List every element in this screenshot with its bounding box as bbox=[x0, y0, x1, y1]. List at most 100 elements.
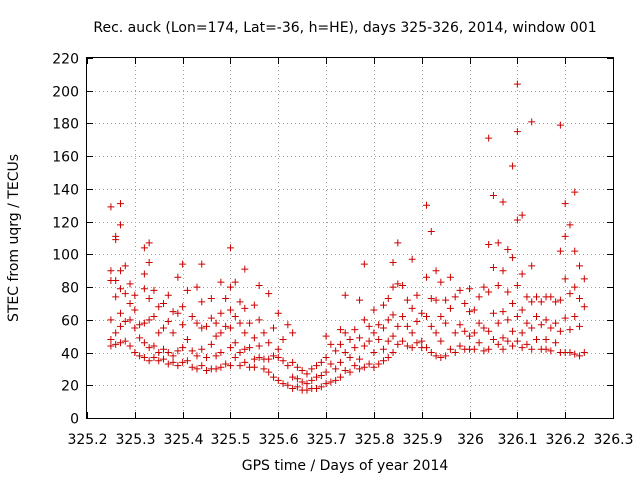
data-point bbox=[351, 362, 359, 370]
data-point bbox=[140, 285, 148, 293]
data-point bbox=[432, 267, 440, 275]
data-point bbox=[269, 373, 277, 381]
data-point bbox=[140, 339, 148, 347]
data-point bbox=[580, 303, 588, 311]
data-point bbox=[322, 380, 330, 388]
x-tick-label: 325.3 bbox=[115, 432, 155, 448]
data-point bbox=[313, 362, 321, 370]
data-point bbox=[212, 352, 220, 360]
data-point bbox=[155, 303, 163, 311]
data-point bbox=[169, 308, 177, 316]
data-point bbox=[437, 337, 445, 345]
data-point bbox=[212, 332, 220, 340]
data-point bbox=[241, 329, 249, 337]
data-point bbox=[365, 360, 373, 368]
data-point bbox=[485, 241, 493, 249]
data-point bbox=[509, 342, 517, 350]
data-point bbox=[169, 329, 177, 337]
data-point bbox=[494, 319, 502, 327]
data-point bbox=[327, 360, 335, 368]
data-point bbox=[576, 295, 584, 303]
data-point bbox=[183, 335, 191, 343]
data-point bbox=[136, 352, 144, 360]
data-point bbox=[298, 367, 306, 375]
data-point bbox=[341, 367, 349, 375]
data-point bbox=[155, 329, 163, 337]
y-tick-label: 140 bbox=[52, 183, 79, 199]
data-point bbox=[556, 121, 564, 129]
data-point bbox=[174, 362, 182, 370]
data-point bbox=[284, 321, 292, 329]
data-point bbox=[107, 267, 115, 275]
data-point bbox=[155, 349, 163, 357]
data-point bbox=[480, 347, 488, 355]
data-point bbox=[107, 335, 115, 343]
data-point bbox=[485, 288, 493, 296]
data-point bbox=[145, 344, 153, 352]
data-point bbox=[451, 349, 459, 357]
data-point bbox=[379, 345, 387, 353]
data-point bbox=[126, 280, 134, 288]
data-point bbox=[298, 378, 306, 386]
data-point bbox=[513, 281, 521, 289]
data-point bbox=[236, 362, 244, 370]
data-point bbox=[160, 345, 168, 353]
data-point bbox=[179, 260, 187, 268]
data-point bbox=[217, 329, 225, 337]
x-tick-label: 326.3 bbox=[593, 432, 633, 448]
data-point bbox=[384, 316, 392, 324]
data-point bbox=[145, 316, 153, 324]
data-point bbox=[332, 376, 340, 384]
data-point bbox=[485, 345, 493, 353]
data-point bbox=[274, 345, 282, 353]
data-point bbox=[442, 352, 450, 360]
data-point bbox=[528, 324, 536, 332]
data-point bbox=[241, 345, 249, 353]
data-point bbox=[203, 322, 211, 330]
data-point bbox=[193, 283, 201, 291]
data-point bbox=[145, 259, 153, 267]
data-point bbox=[513, 80, 521, 88]
data-point bbox=[509, 254, 517, 262]
data-point bbox=[456, 321, 464, 329]
data-point bbox=[269, 324, 277, 332]
data-point bbox=[523, 319, 531, 327]
data-point bbox=[303, 380, 311, 388]
data-point bbox=[322, 332, 330, 340]
data-point bbox=[198, 324, 206, 332]
data-point bbox=[150, 313, 158, 321]
data-point bbox=[346, 335, 354, 343]
data-point bbox=[375, 321, 383, 329]
data-point bbox=[255, 281, 263, 289]
data-point bbox=[470, 345, 478, 353]
data-point bbox=[207, 314, 215, 322]
data-point bbox=[432, 352, 440, 360]
data-point bbox=[255, 316, 263, 324]
data-point bbox=[160, 324, 168, 332]
data-point bbox=[150, 286, 158, 294]
chart-title: Rec. auck (Lon=174, Lat=-36, h=HE), days… bbox=[93, 20, 596, 36]
data-point bbox=[241, 304, 249, 312]
data-point bbox=[121, 337, 129, 345]
data-point bbox=[160, 355, 168, 363]
data-point bbox=[107, 203, 115, 211]
data-point bbox=[112, 236, 120, 244]
data-point bbox=[494, 340, 502, 348]
grid-lines bbox=[87, 58, 613, 418]
data-point bbox=[470, 329, 478, 337]
data-point bbox=[375, 360, 383, 368]
data-point bbox=[226, 344, 234, 352]
data-point bbox=[413, 317, 421, 325]
data-point bbox=[203, 367, 211, 375]
data-point bbox=[461, 327, 469, 335]
data-point bbox=[360, 363, 368, 371]
data-point bbox=[499, 334, 507, 342]
x-tick-label: 325.4 bbox=[163, 432, 203, 448]
data-point bbox=[360, 316, 368, 324]
data-point bbox=[403, 296, 411, 304]
data-point bbox=[485, 134, 493, 142]
data-point bbox=[183, 357, 191, 365]
data-point bbox=[217, 309, 225, 317]
data-point bbox=[408, 344, 416, 352]
data-point bbox=[265, 368, 273, 376]
